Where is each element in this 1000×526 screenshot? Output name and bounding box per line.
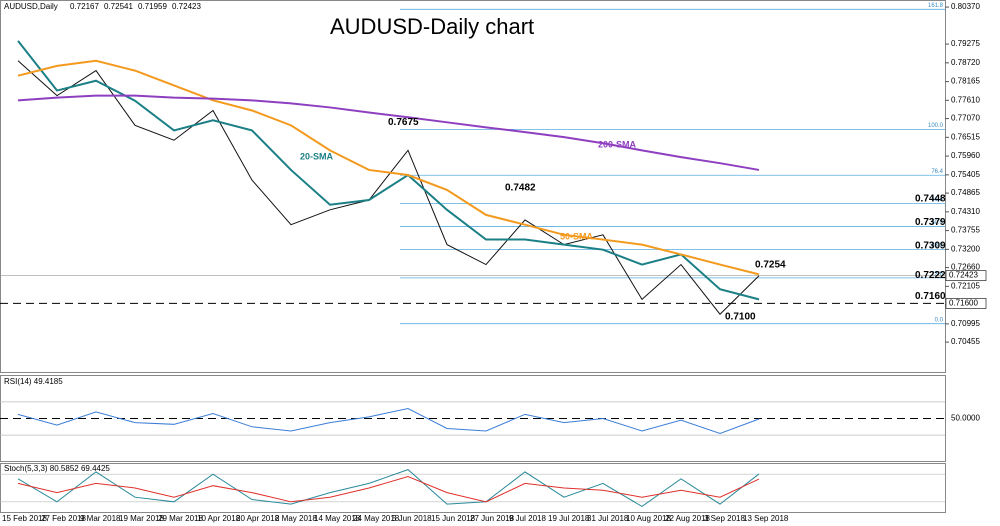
fib-label: 161.8: [928, 3, 944, 9]
y-tick-label: 0.80370: [951, 2, 980, 11]
price-tag-box: [945, 298, 987, 309]
y-tick-label: 0.77070: [951, 114, 980, 123]
x-tick-label: 31 Jul 2018: [587, 514, 629, 523]
x-tick-label: 27 Jun 2018: [470, 514, 515, 523]
x-tick-label: 5 Jun 2018: [392, 514, 432, 523]
series-label: 50-SMA: [560, 231, 594, 241]
series-line: [17, 59, 760, 276]
annotation: 0.7448: [915, 194, 946, 205]
x-tick-label: 27 Feb 2018: [41, 514, 86, 523]
x-tick-label: 10 Aug 2018: [626, 514, 671, 523]
y-tick-label: 0.79275: [951, 39, 980, 48]
fib-label: 0.0: [935, 317, 944, 323]
y-tick-label: 0.74865: [951, 188, 980, 197]
fib-label: 100.0: [928, 123, 944, 129]
y-tick-label: 0.73200: [951, 244, 980, 253]
series-label: 200-SMA: [598, 139, 637, 149]
y-tick-label: 0.75405: [951, 170, 980, 179]
y-tick-label: 0.78165: [951, 77, 980, 86]
fib-label: 76.4: [931, 169, 943, 175]
price-panel: [0, 0, 946, 373]
x-tick-label: 13 Sep 2018: [743, 514, 789, 523]
x-tick-label: 2 May 2018: [275, 514, 317, 523]
annotation: 0.7254: [755, 259, 786, 270]
x-tick-label: 9 Mar 2018: [80, 514, 121, 523]
series-line: [17, 40, 760, 301]
fib-label: 23.6: [931, 271, 943, 277]
annotation: 0.7160: [915, 291, 946, 302]
annotation: 0.7482: [505, 182, 536, 193]
x-tick-label: 19 Jul 2018: [548, 514, 590, 523]
ohlc-value: 0.72423: [172, 2, 201, 11]
y-tick-label: 0.78720: [951, 58, 980, 67]
annotation: 0.7222: [915, 270, 946, 281]
x-tick-label: 10 Apr 2018: [197, 514, 241, 523]
x-tick-label: 14 May 2018: [314, 514, 361, 523]
rsi-title: RSI(14) 49.4185: [4, 377, 63, 386]
ohlc-value: 0.72167: [70, 2, 99, 11]
y-tick-label: 0.72105: [951, 281, 980, 290]
y-tick-label: 0.76515: [951, 132, 980, 141]
y-tick-label: 0.77610: [951, 95, 980, 104]
series-line: [17, 469, 760, 507]
fib-label: 38.2: [931, 243, 943, 249]
ohlc-value: 0.71959: [138, 2, 167, 11]
x-tick-label: 20 Apr 2018: [236, 514, 280, 523]
y-tick-label: 50.0000: [951, 414, 980, 423]
annotation: 0.7100: [725, 311, 756, 322]
x-tick-label: 22 Aug 2018: [665, 514, 710, 523]
x-tick-label: 3 Sep 2018: [704, 514, 745, 523]
price-tag: 0.71600: [949, 299, 978, 308]
y-tick-label: 0.72660: [951, 263, 980, 272]
x-tick-label: 15 Jun 2018: [431, 514, 476, 523]
y-tick-label: 0.70995: [951, 319, 980, 328]
chart-title: AUDUSD-Daily chart: [330, 14, 534, 39]
x-tick-label: 24 May 2018: [353, 514, 400, 523]
series-line: [17, 408, 760, 434]
fib-label: 61.8: [931, 197, 943, 203]
x-tick-label: 19 Mar 2018: [119, 514, 164, 523]
x-tick-label: 29 Mar 2018: [158, 514, 203, 523]
y-tick-label: 0.75960: [951, 151, 980, 160]
stoch-title: Stoch(5,3,3) 80.5852 69.4425: [4, 464, 110, 473]
y-tick-label: 0.70455: [951, 337, 980, 346]
stoch-panel: [0, 463, 946, 513]
annotation: 0.7309: [915, 241, 946, 252]
annotation: 0.7675: [388, 117, 419, 128]
series-line: [17, 60, 760, 315]
series-line: [17, 94, 760, 171]
price-tag: 0.72423: [949, 271, 978, 280]
annotation: 0.7379: [915, 217, 946, 228]
x-tick-label: 9 Jul 2018: [509, 514, 546, 523]
x-tick-label: 15 Feb 2018: [2, 514, 47, 523]
symbol: AUDUSD,Daily: [4, 2, 58, 11]
y-tick-label: 0.74310: [951, 207, 980, 216]
price-tag-box: [945, 270, 987, 281]
series-line: [17, 475, 760, 503]
y-tick-label: 0.73755: [951, 226, 980, 235]
ohlc-value: 0.72541: [104, 2, 133, 11]
series-label: 20-SMA: [300, 151, 334, 161]
fib-label: 50.0: [931, 220, 943, 226]
